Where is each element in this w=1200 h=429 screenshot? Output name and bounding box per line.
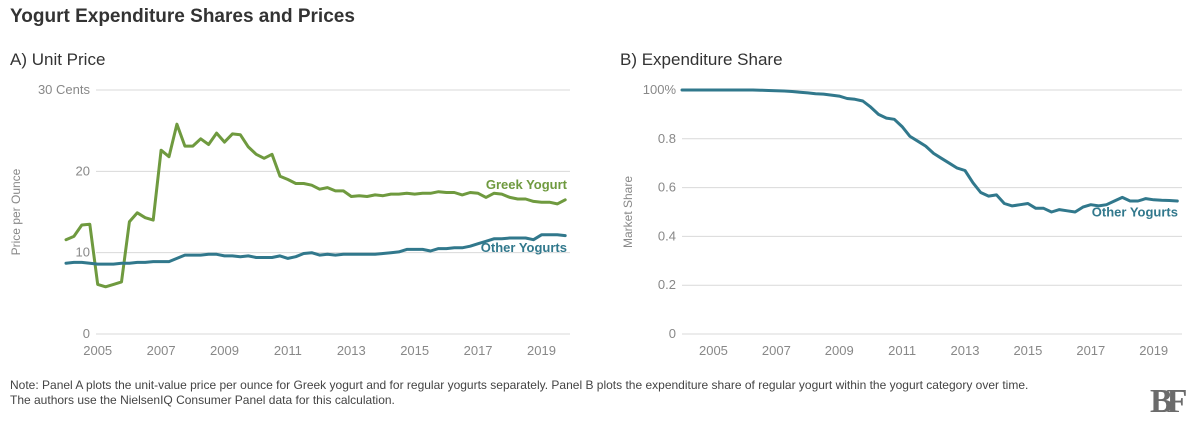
panel-title: B) Expenditure Share	[620, 50, 783, 69]
y-tick-label: 10	[76, 245, 90, 260]
y-tick-label: 0.6	[658, 180, 676, 195]
x-tick-label: 2005	[83, 343, 112, 358]
x-tick-label: 2013	[337, 343, 366, 358]
y-tick-label: 0.2	[658, 277, 676, 292]
x-tick-label: 2009	[825, 343, 854, 358]
x-tick-label: 2009	[210, 343, 239, 358]
y-axis-label: Market Share	[621, 176, 635, 248]
note-line-2: The authors use the NielsenIQ Consumer P…	[10, 393, 395, 407]
figure-note: Note: Panel A plots the unit-value price…	[10, 378, 1130, 408]
figure-title: Yogurt Expenditure Shares and Prices	[10, 6, 355, 27]
note-line-1: Note: Panel A plots the unit-value price…	[10, 378, 1029, 392]
y-tick-label: 0.8	[658, 131, 676, 146]
x-tick-label: 2019	[1139, 343, 1168, 358]
panel-b-expenditure-share: B) Expenditure Share Market Share 0 0.2 0.4 0…	[620, 50, 1182, 358]
series-label: Greek Yogurt	[486, 177, 568, 192]
x-tick-label: 2015	[1013, 343, 1042, 358]
panel-title: A) Unit Price	[10, 50, 105, 69]
x-tick-label: 2011	[888, 343, 916, 358]
y-tick-label: 20	[76, 163, 90, 178]
x-tick-label: 2007	[147, 343, 176, 358]
x-tick-label: 2017	[1076, 343, 1105, 358]
y-tick-label: 0.4	[658, 228, 676, 243]
series-label: Other Yogurts	[1092, 205, 1178, 220]
series-label: Other Yogurts	[481, 240, 567, 255]
series-line-other-yogurts	[64, 233, 567, 266]
x-tick-label: 2005	[699, 343, 728, 358]
y-tick-label: 100%	[643, 82, 677, 97]
y-axis-label: Price per Ounce	[9, 168, 23, 255]
y-tick-label: 30 Cents	[38, 82, 91, 97]
x-tick-label: 2017	[464, 343, 493, 358]
y-tick-label: 0	[669, 326, 676, 341]
svg-text:BF: BF	[1150, 383, 1187, 418]
y-tick-label: 0	[83, 326, 90, 341]
x-tick-label: 2013	[951, 343, 980, 358]
bf-logo: BF	[1150, 383, 1188, 418]
panel-a-unit-price: A) Unit Price Price per Ounce 0 10 20 30 Cent…	[9, 50, 570, 358]
x-tick-label: 2007	[762, 343, 791, 358]
x-tick-label: 2019	[527, 343, 556, 358]
series-line-greek-yogurt	[64, 122, 567, 289]
x-tick-label: 2015	[400, 343, 429, 358]
series-line-other-yogurts	[680, 88, 1179, 214]
x-tick-label: 2011	[274, 343, 302, 358]
